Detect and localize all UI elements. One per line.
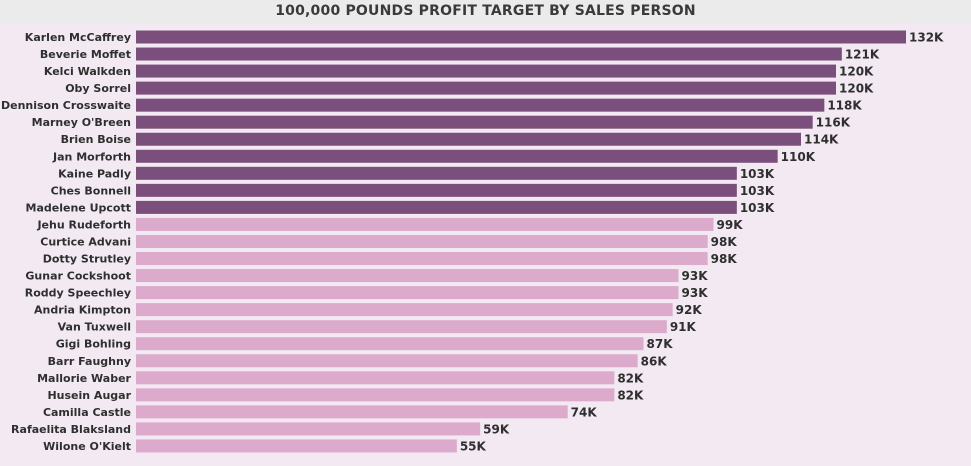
bar-andria-kimpton[interactable] bbox=[136, 303, 673, 317]
data-label-jehu-rudeforth: 99K bbox=[717, 218, 744, 232]
data-label-jan-morforth: 110K bbox=[781, 150, 816, 164]
data-label-husein-augar: 82K bbox=[617, 388, 644, 402]
bar-karlen-mccaffrey[interactable] bbox=[136, 30, 906, 44]
bar-rafaelita-blaksland[interactable] bbox=[136, 422, 481, 436]
category-label-camilla-castle: Camilla Castle bbox=[43, 406, 131, 419]
category-label-madelene-upcott: Madelene Upcott bbox=[26, 201, 131, 214]
data-label-ches-bonnell: 103K bbox=[740, 184, 775, 198]
bar-roddy-speechley[interactable] bbox=[136, 286, 679, 300]
category-label-ches-bonnell: Ches Bonnell bbox=[51, 184, 131, 197]
data-label-gigi-bohling: 87K bbox=[647, 337, 674, 351]
category-label-curtice-advani: Curtice Advani bbox=[40, 235, 131, 248]
title-bar bbox=[0, 0, 971, 24]
category-label-karlen-mccaffrey: Karlen McCaffrey bbox=[25, 31, 131, 44]
data-label-madelene-upcott: 103K bbox=[740, 201, 775, 215]
category-label-barr-faughny: Barr Faughny bbox=[48, 355, 131, 368]
bar-van-tuxwell[interactable] bbox=[136, 320, 667, 334]
bar-dennison-crosswaite[interactable] bbox=[136, 98, 825, 112]
bar-wilone-o-kielt[interactable] bbox=[136, 439, 457, 453]
data-label-andria-kimpton: 92K bbox=[676, 303, 703, 317]
category-label-jan-morforth: Jan Morforth bbox=[52, 150, 131, 163]
bar-mallorie-waber[interactable] bbox=[136, 371, 615, 385]
bar-curtice-advani[interactable] bbox=[136, 234, 708, 248]
data-label-dennison-crosswaite: 118K bbox=[827, 99, 862, 113]
category-label-gunar-cockshoot: Gunar Cockshoot bbox=[25, 270, 131, 283]
category-label-van-tuxwell: Van Tuxwell bbox=[58, 321, 131, 334]
category-label-rafaelita-blaksland: Rafaelita Blaksland bbox=[11, 423, 131, 436]
data-label-barr-faughny: 86K bbox=[641, 354, 668, 368]
category-label-kelci-walkden: Kelci Walkden bbox=[44, 65, 131, 78]
data-label-beverie-moffet: 121K bbox=[845, 48, 880, 62]
data-label-karlen-mccaffrey: 132K bbox=[909, 31, 944, 45]
category-label-gigi-bohling: Gigi Bohling bbox=[56, 338, 131, 351]
bar-kelci-walkden[interactable] bbox=[136, 64, 836, 78]
category-label-dennison-crosswaite: Dennison Crosswaite bbox=[1, 99, 131, 112]
category-label-jehu-rudeforth: Jehu Rudeforth bbox=[36, 218, 131, 231]
bar-jan-morforth[interactable] bbox=[136, 149, 778, 163]
category-label-dotty-strutley: Dotty Strutley bbox=[43, 253, 131, 266]
category-label-marney-o-breen: Marney O'Breen bbox=[32, 116, 131, 129]
data-label-gunar-cockshoot: 93K bbox=[682, 269, 709, 283]
category-label-andria-kimpton: Andria Kimpton bbox=[34, 304, 131, 317]
data-label-rafaelita-blaksland: 59K bbox=[483, 422, 510, 436]
category-label-kaine-padly: Kaine Padly bbox=[58, 167, 131, 180]
data-label-kelci-walkden: 120K bbox=[839, 65, 874, 79]
data-label-curtice-advani: 98K bbox=[711, 235, 738, 249]
bar-kaine-padly[interactable] bbox=[136, 166, 737, 180]
data-label-brien-boise: 114K bbox=[804, 133, 839, 147]
bar-husein-augar[interactable] bbox=[136, 388, 615, 402]
category-label-oby-sorrel: Oby Sorrel bbox=[65, 82, 131, 95]
category-label-roddy-speechley: Roddy Speechley bbox=[25, 287, 131, 300]
data-label-roddy-speechley: 93K bbox=[682, 286, 709, 300]
bar-gunar-cockshoot[interactable] bbox=[136, 269, 679, 283]
bar-madelene-upcott[interactable] bbox=[136, 200, 737, 214]
bar-oby-sorrel[interactable] bbox=[136, 81, 836, 95]
data-label-camilla-castle: 74K bbox=[571, 405, 598, 419]
bar-camilla-castle[interactable] bbox=[136, 405, 568, 419]
data-label-dotty-strutley: 98K bbox=[711, 252, 738, 266]
data-label-mallorie-waber: 82K bbox=[617, 371, 644, 385]
category-label-brien-boise: Brien Boise bbox=[61, 133, 131, 146]
bar-brien-boise[interactable] bbox=[136, 132, 801, 146]
category-label-beverie-moffet: Beverie Moffet bbox=[40, 48, 131, 61]
data-label-oby-sorrel: 120K bbox=[839, 82, 874, 96]
bar-marney-o-breen[interactable] bbox=[136, 115, 813, 129]
data-label-wilone-o-kielt: 55K bbox=[460, 439, 487, 453]
chart-title: 100,000 POUNDS PROFIT TARGET BY SALES PE… bbox=[275, 3, 696, 19]
data-label-kaine-padly: 103K bbox=[740, 167, 775, 181]
data-label-van-tuxwell: 91K bbox=[670, 320, 697, 334]
data-label-marney-o-breen: 116K bbox=[816, 116, 851, 130]
bar-ches-bonnell[interactable] bbox=[136, 183, 737, 197]
category-label-mallorie-waber: Mallorie Waber bbox=[37, 372, 131, 385]
bar-jehu-rudeforth[interactable] bbox=[136, 217, 714, 231]
bar-beverie-moffet[interactable] bbox=[136, 47, 842, 61]
category-label-husein-augar: Husein Augar bbox=[47, 389, 131, 402]
bar-dotty-strutley[interactable] bbox=[136, 252, 708, 266]
bar-barr-faughny[interactable] bbox=[136, 354, 638, 368]
category-label-wilone-o-kielt: Wilone O'Kielt bbox=[43, 440, 131, 453]
bar-gigi-bohling[interactable] bbox=[136, 337, 644, 351]
